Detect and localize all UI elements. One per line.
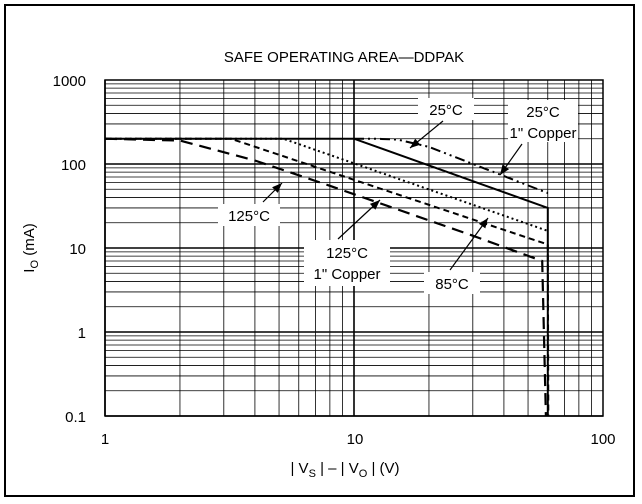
- arrowhead: [272, 183, 282, 193]
- x-tick-label: 10: [347, 431, 364, 448]
- label-bg: [418, 98, 474, 120]
- series-line: [354, 137, 549, 195]
- series-line: [105, 137, 549, 232]
- x-axis-label: | VS | – | VO | (V): [290, 460, 399, 480]
- x-tick-label: 1: [101, 431, 109, 448]
- x-tick-label: 100: [590, 431, 615, 448]
- label-85c: 85°C: [435, 276, 469, 293]
- y-tick-label: 100: [61, 157, 86, 174]
- chart-series: [104, 137, 550, 417]
- y-tick-label: 0.1: [65, 409, 86, 426]
- series-line: [104, 137, 547, 417]
- annotation-arrows: [262, 120, 523, 271]
- arrowhead: [478, 218, 488, 229]
- label-25c-copper-line1: 25°C: [526, 104, 560, 121]
- arrowhead: [410, 138, 421, 148]
- label-bg: [218, 204, 280, 226]
- chart-frame: [4, 4, 635, 497]
- label-125c: 125°C: [228, 208, 270, 225]
- x-axis-ticks: 1 10 100: [101, 431, 616, 448]
- arrowhead: [500, 164, 510, 175]
- annotation-arrow: [449, 217, 489, 271]
- y-axis-label: IO (mA): [21, 223, 41, 272]
- curve-annotations: 25°C 25°C 1" Copper 125°C 125°C 1" Coppe…: [218, 98, 578, 294]
- label-bg: [508, 100, 578, 142]
- arrowhead: [369, 200, 380, 210]
- label-125c-copper-line1: 125°C: [326, 245, 368, 262]
- label-bg: [304, 240, 390, 286]
- label-25c: 25°C: [429, 102, 463, 119]
- y-tick-label: 1000: [53, 73, 86, 90]
- label-bg: [424, 272, 480, 294]
- y-tick-label: 1: [78, 325, 86, 342]
- label-125c-copper-line2: 1" Copper: [313, 266, 380, 283]
- series-line: [105, 137, 550, 417]
- plot-area: [104, 79, 604, 417]
- y-axis-ticks: 0.1 1 10 100 1000: [53, 73, 86, 426]
- chart-title: SAFE OPERATING AREA—DDPAK: [224, 49, 464, 66]
- label-25c-copper-line2: 1" Copper: [509, 125, 576, 142]
- y-tick-label: 10: [69, 241, 86, 258]
